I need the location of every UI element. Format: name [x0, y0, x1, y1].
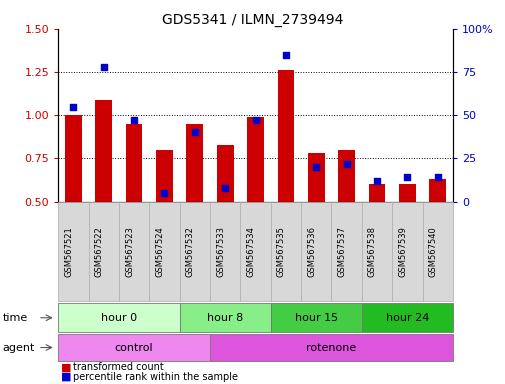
Text: GSM567540: GSM567540 [428, 226, 437, 277]
Text: GSM567539: GSM567539 [397, 226, 407, 277]
Bar [429, 179, 445, 202]
Bar [217, 145, 233, 202]
Text: GSM567535: GSM567535 [276, 226, 285, 277]
Text: GSM567536: GSM567536 [307, 226, 316, 277]
Text: GDS5341 / ILMN_2739494: GDS5341 / ILMN_2739494 [162, 13, 343, 27]
Point [372, 178, 380, 184]
Text: GSM567533: GSM567533 [216, 226, 225, 277]
Text: hour 0: hour 0 [100, 313, 137, 323]
Text: control: control [115, 343, 153, 353]
Bar [368, 184, 385, 202]
Text: GSM567537: GSM567537 [337, 226, 346, 277]
Text: GSM567523: GSM567523 [125, 226, 134, 277]
Text: hour 24: hour 24 [385, 313, 428, 323]
Point [402, 174, 411, 180]
Point [190, 129, 198, 136]
Text: agent: agent [3, 343, 35, 353]
Bar [156, 150, 173, 202]
Bar [126, 124, 142, 202]
Point [160, 190, 168, 196]
Point [99, 64, 108, 70]
Text: GSM567534: GSM567534 [246, 226, 255, 277]
Text: ■: ■ [61, 372, 71, 382]
Bar [65, 115, 82, 202]
Text: GSM567538: GSM567538 [367, 226, 376, 277]
Bar [186, 124, 203, 202]
Point [69, 104, 77, 110]
Bar [337, 150, 355, 202]
Point [221, 185, 229, 191]
Text: time: time [3, 313, 28, 323]
Text: ■: ■ [61, 362, 71, 372]
Point [251, 118, 259, 124]
Point [312, 164, 320, 170]
Text: transformed count: transformed count [73, 362, 164, 372]
Point [281, 51, 289, 58]
Bar [398, 184, 415, 202]
Bar [307, 153, 324, 202]
Bar [247, 117, 264, 202]
Text: GSM567522: GSM567522 [94, 226, 104, 277]
Text: GSM567521: GSM567521 [64, 226, 73, 277]
Text: hour 8: hour 8 [207, 313, 243, 323]
Point [433, 174, 441, 180]
Text: percentile rank within the sample: percentile rank within the sample [73, 372, 238, 382]
Point [342, 161, 350, 167]
Text: GSM567532: GSM567532 [185, 226, 194, 277]
Bar [277, 70, 294, 202]
Text: rotenone: rotenone [306, 343, 356, 353]
Point [130, 118, 138, 124]
Bar [95, 99, 112, 202]
Text: hour 15: hour 15 [294, 313, 337, 323]
Text: GSM567524: GSM567524 [155, 226, 164, 277]
